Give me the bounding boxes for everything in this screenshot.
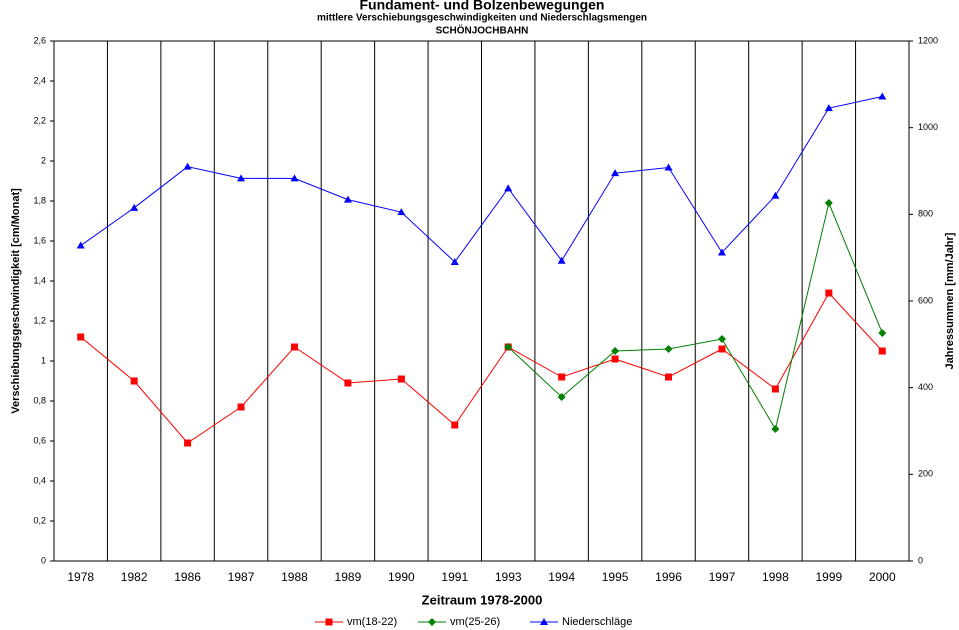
marker (237, 403, 245, 411)
marker (824, 104, 833, 112)
y-tick-label: 2,6 (33, 35, 46, 45)
x-tick-label: 1998 (762, 570, 789, 584)
marker (184, 439, 192, 447)
marker (183, 162, 192, 170)
marker (611, 169, 620, 177)
x-tick-label: 1978 (67, 570, 94, 584)
y-tick-label: 1,4 (33, 275, 46, 285)
marker (130, 203, 139, 211)
x-tick-label: 1999 (815, 570, 842, 584)
y2-axis-label: Jahressummen [mm/Jahr] (944, 232, 956, 369)
marker (77, 333, 85, 341)
y-tick-label: 1,6 (33, 235, 46, 245)
y-tick-label: 0,6 (33, 435, 46, 445)
marker (878, 329, 887, 337)
x-tick-label: 1989 (335, 570, 362, 584)
marker (717, 248, 726, 256)
marker (450, 258, 459, 265)
marker (130, 377, 138, 385)
marker (344, 379, 352, 387)
marker (878, 347, 886, 355)
y-axis-label: Verschiebungsgeschwindigkeit [cm/Monat] (10, 188, 22, 414)
marker (771, 425, 780, 433)
x-tick-label: 1990 (388, 570, 415, 584)
chart-title: Fundament- und Bolzenbewegungen (360, 0, 605, 13)
marker (771, 385, 779, 393)
marker (664, 163, 673, 171)
y-tick-label: 2 (41, 155, 46, 165)
marker (343, 195, 352, 203)
series-line (80, 95, 883, 263)
marker (611, 355, 619, 363)
legend-label: vm(25-26) (450, 616, 500, 628)
marker (717, 335, 726, 343)
x-tick-label: 1986 (174, 570, 201, 584)
marker (771, 191, 780, 199)
y2-tick-label: 600 (918, 295, 933, 305)
marker (76, 241, 85, 249)
y-tick-label: 0,8 (33, 395, 46, 405)
marker (557, 393, 566, 401)
marker (825, 289, 833, 297)
y2-tick-label: 1200 (918, 35, 938, 45)
y-tick-label: 2,2 (33, 115, 46, 125)
marker (504, 184, 513, 192)
marker (237, 174, 246, 182)
marker (325, 618, 333, 626)
legend-label: vm(18-22) (347, 616, 397, 628)
x-tick-label: 1994 (548, 570, 575, 584)
y-tick-label: 0 (41, 555, 46, 565)
legend-label: Niederschläge (562, 616, 632, 628)
marker (451, 421, 459, 429)
marker (540, 618, 548, 625)
x-tick-label: 1982 (121, 570, 148, 584)
y-tick-label: 0,4 (33, 475, 46, 485)
marker (428, 618, 436, 626)
series-line (80, 292, 883, 444)
marker (718, 345, 726, 353)
marker (397, 375, 405, 383)
y-tick-label: 0,2 (33, 515, 46, 525)
marker (611, 347, 620, 355)
marker (878, 92, 887, 100)
marker (504, 343, 513, 351)
series-line (507, 201, 883, 431)
marker (558, 373, 566, 381)
marker (290, 174, 299, 182)
x-tick-label: 1996 (655, 570, 682, 584)
chart-subtitle: SCHÖNJOCHBAHN (436, 24, 529, 37)
marker (664, 345, 673, 353)
x-tick-label: 1988 (281, 570, 308, 584)
x-tick-label: 1987 (228, 570, 255, 584)
y-tick-label: 1,8 (33, 195, 46, 205)
marker (290, 343, 298, 351)
y-tick-label: 2,4 (33, 75, 46, 85)
marker (557, 256, 566, 264)
y-tick-label: 1,2 (33, 315, 46, 325)
marker (397, 208, 406, 216)
marker (665, 373, 673, 381)
y2-tick-label: 0 (918, 555, 923, 565)
x-tick-label: 1991 (441, 570, 468, 584)
x-tick-label: 1997 (709, 570, 736, 584)
x-tick-label: 1995 (602, 570, 629, 584)
y2-tick-label: 1000 (918, 122, 938, 132)
marker (824, 199, 833, 207)
y-tick-label: 1 (41, 355, 46, 365)
x-tick-label: 2000 (869, 570, 896, 584)
x-tick-label: 1993 (495, 570, 522, 584)
chart-subtitle: mittlere Verschiebungsgeschwindigkeiten … (317, 13, 647, 24)
x-axis-label: Zeitraum 1978-2000 (422, 592, 543, 607)
y2-tick-label: 200 (918, 469, 933, 479)
y2-tick-label: 800 (918, 209, 933, 219)
y2-tick-label: 400 (918, 382, 933, 392)
